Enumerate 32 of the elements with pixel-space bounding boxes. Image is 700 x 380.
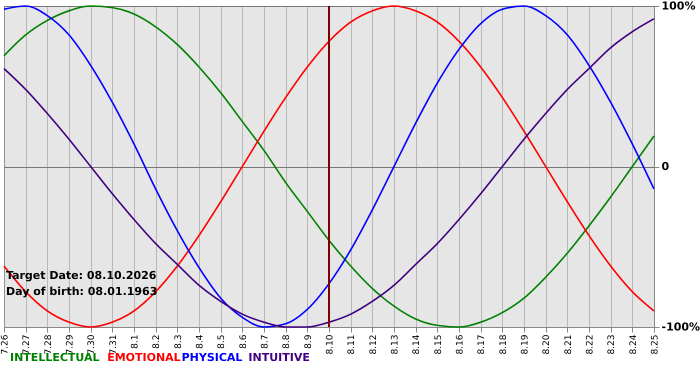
- x-tick-label: 7.26: [0, 334, 10, 355]
- x-tick-label: 8.2: [152, 334, 162, 349]
- x-tick-label: 8.22: [586, 334, 596, 355]
- x-tick-label: 8.19: [520, 334, 530, 355]
- x-tick-label: 8.4: [196, 334, 206, 349]
- x-tick-label: 8.17: [477, 334, 488, 355]
- x-tick-label: 8.13: [390, 334, 400, 355]
- x-tick-label: 8.16: [456, 334, 466, 355]
- x-tick-label: 8.3: [174, 334, 184, 349]
- x-tick-label: 8.14: [412, 334, 422, 355]
- x-tick-label: 8.20: [542, 334, 552, 355]
- text: PHYSICAL: [182, 351, 242, 364]
- x-tick-label: 8.25: [650, 334, 660, 355]
- y-tick-label: 100%: [662, 0, 696, 12]
- x-tick-label: 8.24: [628, 334, 639, 355]
- x-tick-label: 8.6: [238, 334, 249, 349]
- x-tick-label: 8.18: [498, 334, 509, 355]
- x-tick-label: 8.12: [368, 334, 379, 355]
- x-tick-label: 8.9: [304, 334, 314, 349]
- text: EMOTIONAL: [107, 351, 181, 364]
- y-tick-label: -100%: [662, 320, 700, 334]
- x-tick-label: 8.5: [217, 334, 228, 349]
- x-tick-label: 8.10: [326, 334, 336, 355]
- x-tick-label: 8.1: [130, 334, 140, 349]
- x-tick-label: 8.11: [347, 334, 358, 355]
- y-tick-label: 0: [662, 160, 670, 173]
- x-tick-label: 8.8: [282, 334, 292, 349]
- x-tick-label: 8.23: [607, 334, 618, 355]
- x-tick-label: 8.15: [434, 334, 444, 355]
- text: INTUITIVE: [248, 351, 310, 364]
- x-tick-label: 8.7: [260, 334, 270, 349]
- x-tick-label: 8.21: [564, 334, 574, 355]
